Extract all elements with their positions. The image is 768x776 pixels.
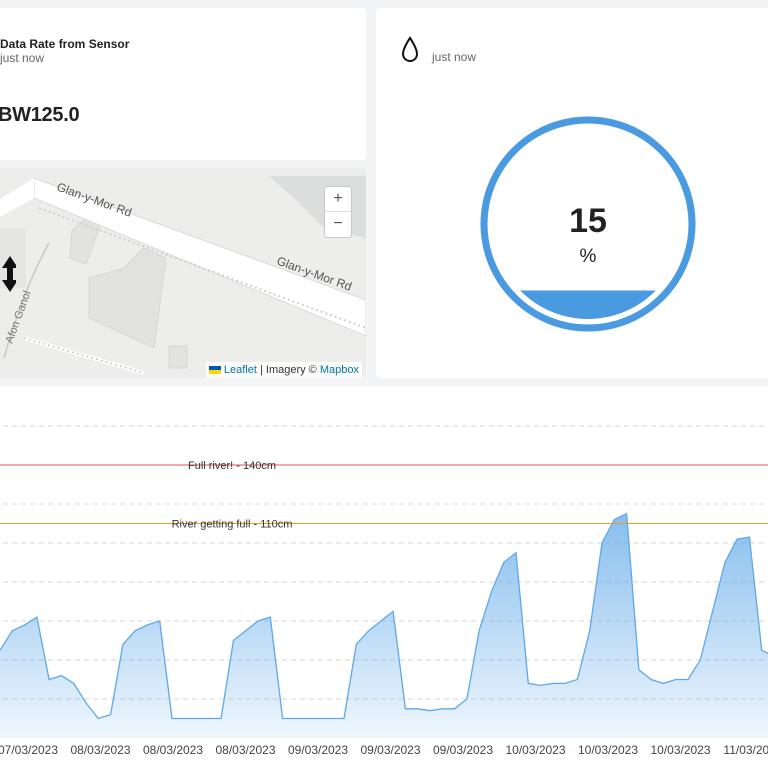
- map-zoom-control: + −: [324, 186, 352, 238]
- card-timestamp: just now: [0, 51, 45, 65]
- series-area: [0, 513, 768, 738]
- threshold-label: Full river! - 140cm: [188, 460, 276, 472]
- x-tick-label: 10/03/2023: [578, 743, 638, 757]
- x-tick-label: 11/03/2023: [723, 743, 768, 757]
- gauge-value: 15: [569, 202, 607, 240]
- attribution-separator: | Imagery ©: [256, 364, 320, 376]
- x-tick-label: 08/03/2023: [215, 743, 275, 757]
- x-tick-label: 10/03/2023: [505, 743, 565, 757]
- data-rate-card: Data Rate from Sensor just now BW125.0: [0, 8, 366, 160]
- leaflet-link[interactable]: Leaflet: [223, 364, 257, 376]
- water-drop-icon: [401, 36, 419, 62]
- level-gauge: [480, 116, 696, 332]
- x-tick-label: 09/03/2023: [433, 743, 493, 757]
- ukraine-flag-icon: [208, 366, 221, 375]
- river-level-chart-card: Full river! - 140cm River getting full - …: [0, 386, 768, 776]
- x-tick-label: 10/03/2023: [650, 743, 710, 757]
- x-tick-label: 07/03/2023: [0, 743, 58, 757]
- card-timestamp: just now: [432, 50, 477, 64]
- x-tick-label: 09/03/2023: [288, 743, 348, 757]
- mapbox-link[interactable]: Mapbox: [319, 364, 359, 376]
- level-gauge-card: just now 15 %: [376, 8, 768, 378]
- map-card[interactable]: Glan-y-Mor Rd Glan-y-Mor Rd Afon Ganol +…: [0, 168, 366, 378]
- data-rate-value: BW125.0: [0, 104, 80, 126]
- x-tick-label: 09/03/2023: [360, 743, 420, 757]
- zoom-out-button[interactable]: −: [325, 211, 351, 236]
- x-tick-label: 08/03/2023: [70, 743, 130, 757]
- series-line: [0, 512, 768, 720]
- map-attribution: Leaflet | Imagery © Mapbox: [205, 362, 362, 378]
- vertical-resize-icon[interactable]: [0, 254, 16, 294]
- gauge-unit: %: [579, 246, 597, 267]
- x-tick-label: 08/03/2023: [143, 743, 203, 757]
- river-level-chart: Full river! - 140cm River getting full - …: [0, 425, 768, 757]
- map-tiles[interactable]: Glan-y-Mor Rd Glan-y-Mor Rd Afon Ganol: [0, 168, 366, 378]
- zoom-in-button[interactable]: +: [333, 190, 343, 207]
- threshold-label: River getting full - 110cm: [172, 519, 293, 531]
- card-title: Data Rate from Sensor: [0, 37, 130, 51]
